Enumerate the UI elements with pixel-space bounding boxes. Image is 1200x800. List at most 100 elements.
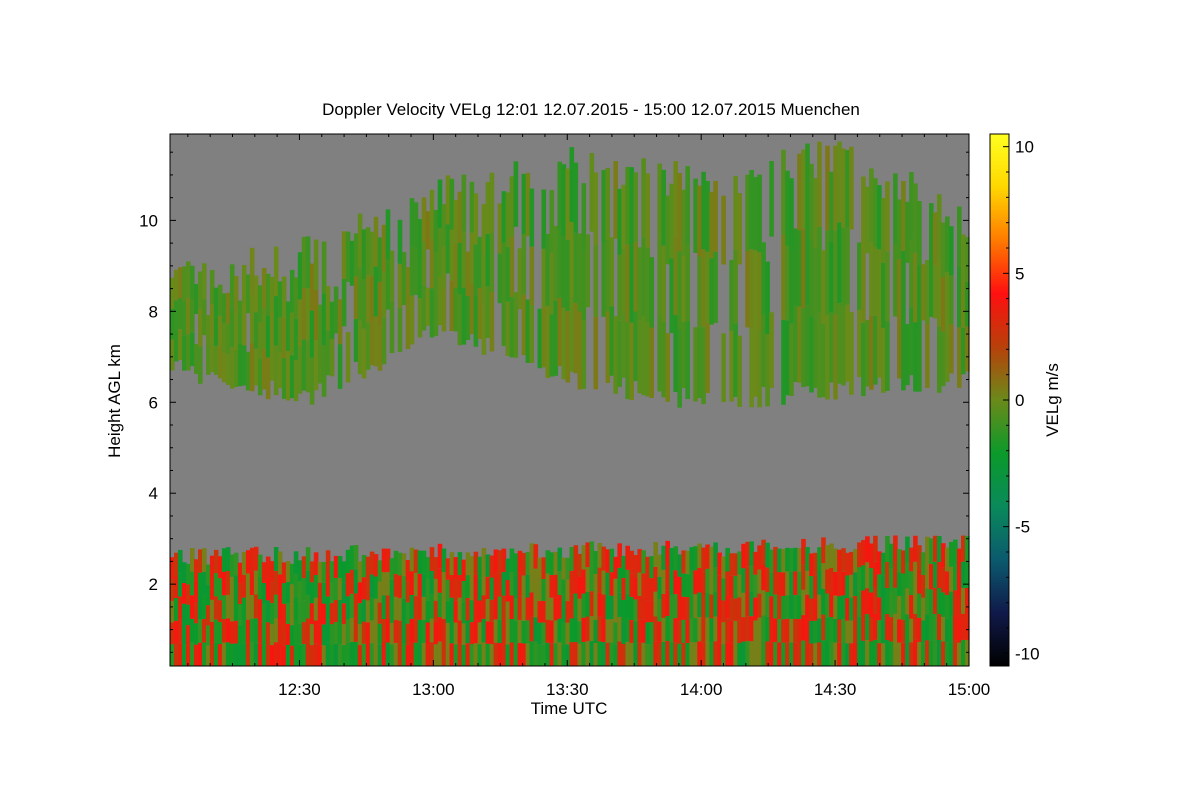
velocity-cell [225, 594, 231, 619]
velocity-cell [433, 644, 439, 666]
velocity-cell [313, 620, 319, 644]
velocity-cell [433, 252, 439, 294]
velocity-cell [625, 569, 630, 594]
velocity-cell [505, 246, 511, 302]
velocity-cell [581, 320, 587, 389]
velocity-cell [633, 643, 638, 666]
velocity-cell [565, 622, 571, 645]
velocity-cell [401, 553, 407, 576]
velocity-cell [381, 317, 387, 365]
velocity-cell [833, 572, 838, 596]
velocity-cell [505, 301, 511, 356]
velocity-cell [965, 640, 970, 666]
velocity-cell [313, 340, 319, 391]
velocity-cell [593, 620, 599, 643]
velocity-cell [685, 243, 690, 322]
velocity-cell [361, 643, 367, 666]
velocity-cell [361, 555, 367, 578]
velocity-cell [557, 297, 563, 366]
velocity-cell [885, 321, 890, 391]
velocity-cell [297, 252, 303, 300]
velocity-cell [237, 343, 243, 387]
velocity-cell [965, 326, 970, 372]
velocity-cell [745, 174, 750, 252]
velocity-cell [629, 322, 634, 400]
velocity-cell [957, 267, 962, 328]
velocity-cell [329, 582, 335, 604]
velocity-cell [241, 345, 247, 386]
velocity-cell [909, 642, 914, 666]
velocity-cell [198, 271, 203, 309]
velocity-cell [545, 573, 551, 597]
velocity-cell [845, 598, 850, 621]
velocity-cell [581, 569, 587, 594]
velocity-cell [413, 619, 419, 643]
velocity-cell [665, 333, 670, 402]
velocity-cell [541, 644, 547, 666]
velocity-cell [733, 553, 738, 576]
velocity-cell [577, 598, 583, 622]
velocity-cell [385, 642, 391, 666]
velocity-cell [497, 642, 503, 666]
velocity-cell [225, 292, 231, 324]
velocity-cell [849, 620, 854, 644]
velocity-cell [485, 576, 491, 599]
velocity-cell [653, 616, 658, 642]
velocity-cell [182, 645, 187, 666]
velocity-cell [721, 644, 726, 666]
velocity-cell [441, 204, 447, 247]
velocity-cell [397, 552, 403, 576]
velocity-cell [449, 552, 455, 575]
velocity-cell [417, 219, 423, 259]
velocity-cell [457, 552, 463, 575]
velocity-cell [817, 227, 822, 313]
velocity-cell [273, 345, 279, 396]
velocity-cell [349, 545, 355, 570]
velocity-cell [405, 308, 411, 350]
velocity-cell [505, 601, 511, 623]
velocity-cell [373, 643, 379, 666]
velocity-cell [749, 641, 754, 666]
velocity-cell [269, 561, 275, 583]
velocity-cell [761, 564, 766, 591]
velocity-cell [645, 322, 650, 397]
velocity-cell [837, 549, 842, 573]
velocity-cell [297, 299, 303, 347]
velocity-cell [209, 304, 215, 339]
velocity-cell [265, 578, 271, 601]
velocity-cell [213, 287, 219, 317]
velocity-cell [469, 600, 475, 623]
velocity-cell [937, 536, 942, 562]
velocity-cell [961, 639, 966, 666]
velocity-cell [425, 211, 431, 250]
velocity-cell [821, 588, 826, 615]
velocity-cell [301, 288, 307, 340]
velocity-cell [769, 572, 774, 597]
velocity-cell [801, 564, 806, 590]
velocity-cell [373, 554, 379, 577]
velocity-cell [661, 169, 666, 246]
velocity-cell [669, 183, 674, 259]
velocity-cell [641, 237, 646, 317]
velocity-cell [537, 644, 543, 666]
velocity-cell [221, 595, 227, 619]
velocity-cell [861, 249, 866, 323]
velocity-cell [377, 602, 383, 624]
colorbar-gradient [990, 134, 1009, 666]
velocity-cell [178, 573, 183, 597]
velocity-cell [829, 617, 834, 642]
velocity-cell [501, 294, 507, 347]
velocity-cell [186, 645, 191, 666]
velocity-cell [209, 643, 215, 666]
velocity-cell [325, 596, 331, 620]
velocity-cell [465, 251, 471, 296]
velocity-cell [321, 241, 327, 294]
velocity-cell [194, 559, 199, 581]
velocity-cell [481, 254, 487, 305]
velocity-cell [621, 577, 626, 600]
velocity-cell [945, 595, 950, 619]
velocity-cell [581, 617, 587, 642]
velocity-cell [217, 622, 223, 645]
velocity-cell [273, 618, 279, 643]
velocity-cell [317, 603, 323, 625]
